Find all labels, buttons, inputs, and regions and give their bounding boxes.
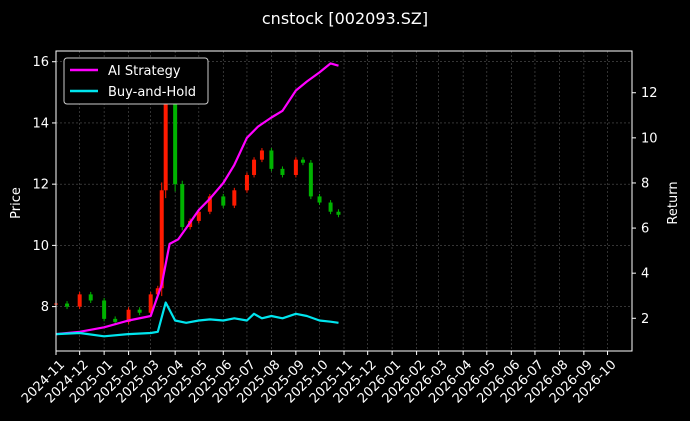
y2-tick-label: 8 bbox=[641, 176, 649, 191]
price-candle-body bbox=[173, 92, 178, 185]
price-candle-body bbox=[244, 174, 249, 191]
price-candle-body bbox=[102, 300, 107, 319]
series-lines bbox=[55, 62, 339, 338]
price-candle-body bbox=[221, 196, 226, 206]
price-candle-body bbox=[300, 159, 305, 163]
y2-tick-label: 2 bbox=[641, 312, 649, 327]
legend-ai-label: AI Strategy bbox=[108, 64, 181, 79]
y-tick-label: 10 bbox=[32, 239, 49, 254]
buy-and-hold-line bbox=[55, 301, 339, 338]
price-candle-body bbox=[196, 211, 201, 221]
price-candle-body bbox=[137, 309, 142, 313]
price-candle-body bbox=[336, 211, 341, 215]
price-candle-body bbox=[252, 159, 257, 175]
price-candle-body bbox=[88, 294, 93, 301]
y2-tick-label: 4 bbox=[641, 267, 649, 282]
price-candle-body bbox=[259, 150, 264, 160]
price-candle-body bbox=[308, 162, 313, 197]
y2-tick-label: 12 bbox=[641, 86, 658, 101]
price-candle-body bbox=[155, 288, 160, 295]
y-tick-label: 8 bbox=[41, 300, 49, 315]
legend: AI Strategy Buy-and-Hold bbox=[63, 57, 209, 105]
price-candle-body bbox=[180, 184, 185, 228]
price-candle-body bbox=[163, 92, 168, 191]
ai-strategy-line bbox=[55, 62, 339, 336]
price-candle-body bbox=[113, 318, 118, 322]
y2-axis-label: Return bbox=[666, 181, 681, 224]
y2-tick-label: 10 bbox=[641, 131, 658, 146]
price-candle-body bbox=[269, 150, 274, 169]
chart-title: cnstock [002093.SZ] bbox=[262, 9, 428, 28]
price-candle-body bbox=[280, 168, 285, 175]
price-candle-body bbox=[65, 303, 70, 307]
y-tick-label: 16 bbox=[32, 55, 49, 70]
price-candle-body bbox=[328, 202, 333, 212]
price-candle-body bbox=[159, 190, 164, 289]
price-candle-body bbox=[77, 294, 82, 307]
y2-tick-label: 6 bbox=[641, 222, 649, 237]
price-candle-body bbox=[126, 309, 131, 322]
price-candle-body bbox=[207, 196, 212, 212]
legend-bh-label: Buy-and-Hold bbox=[108, 85, 196, 100]
legend-box bbox=[63, 57, 209, 105]
price-candle-body bbox=[293, 159, 298, 175]
y-tick-label: 12 bbox=[32, 178, 49, 193]
price-candle-body bbox=[232, 190, 237, 206]
price-candle-body bbox=[317, 196, 322, 203]
y-tick-label: 14 bbox=[32, 116, 49, 131]
y-axis-label: Price bbox=[9, 187, 24, 219]
price-candle-body bbox=[148, 294, 153, 313]
